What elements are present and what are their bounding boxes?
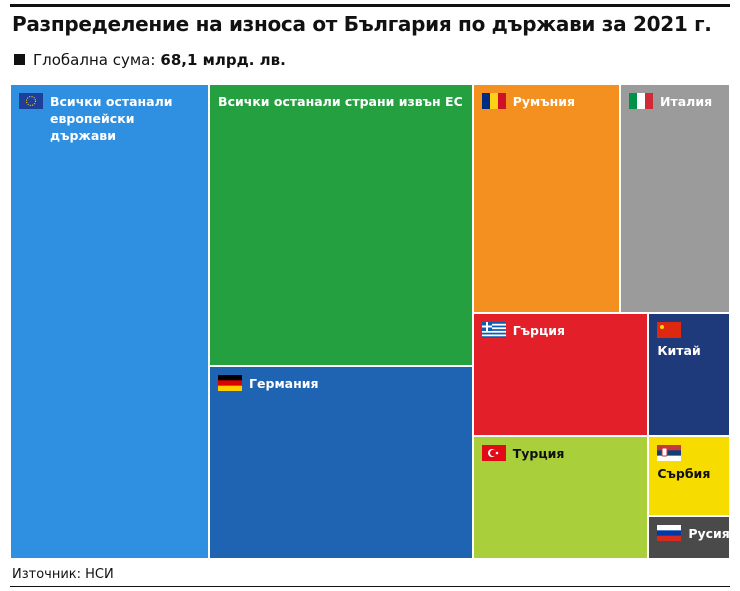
tile-label: Турция — [481, 444, 642, 462]
category-label: Всички останали страни извън ЕС — [218, 94, 463, 109]
flag — [657, 444, 682, 461]
category-label: Всички останали европейски държави — [50, 94, 173, 143]
tile: Всички останали европейски държави — [10, 84, 210, 559]
category-label: Китай — [657, 342, 701, 358]
category-label: Германия — [249, 376, 319, 392]
category-label: Италия — [660, 94, 713, 109]
category-label: Русия — [688, 525, 730, 541]
flag — [19, 93, 43, 109]
tile: Румъния — [472, 84, 621, 313]
tile-label: Италия — [629, 93, 723, 110]
chart-title: Разпределение на износа от България по д… — [12, 12, 712, 36]
treemap: Всички останали европейски държави Всички… — [10, 84, 730, 559]
bullet — [14, 54, 25, 65]
tile: Китай — [648, 312, 730, 436]
tile: Сърбия — [648, 435, 730, 516]
tile-label: Румъния — [481, 93, 613, 110]
tile-label: Всички останали страни извън ЕС — [218, 93, 466, 110]
source: Източник: НСИ — [12, 567, 114, 582]
tile-label: Гърция — [481, 321, 642, 339]
tile-label: Германия — [218, 375, 466, 392]
flag — [629, 93, 654, 109]
tile-label: Всички останали европейски държави — [19, 93, 202, 144]
flag — [657, 524, 682, 541]
tile: Русия — [648, 515, 730, 559]
flag — [657, 321, 682, 338]
flag — [481, 444, 506, 461]
tile: Германия — [209, 366, 473, 559]
subtitle-label: Глобална сума: — [33, 51, 156, 69]
category-label: Сърбия — [657, 465, 711, 481]
tile: Турция — [472, 435, 649, 559]
tile: Гърция — [472, 312, 649, 436]
flag — [481, 93, 506, 109]
tile-label: Сърбия — [657, 444, 723, 482]
subtitle-value: 68,1 млрд. лв. — [160, 51, 286, 69]
tile: Италия — [620, 84, 730, 313]
rule — [10, 4, 730, 7]
category-label: Румъния — [512, 94, 576, 109]
category-label: Турция — [512, 445, 565, 461]
tile-label: Русия — [657, 524, 729, 542]
tile-label: Китай — [657, 321, 723, 359]
rule — [10, 586, 730, 587]
subtitle: Глобална сума: 68,1 млрд. лв. — [14, 51, 286, 69]
category-label: Гърция — [512, 322, 566, 338]
flag — [218, 375, 243, 392]
tile: Всички останали страни извън ЕС — [209, 84, 473, 367]
flag — [481, 321, 506, 338]
